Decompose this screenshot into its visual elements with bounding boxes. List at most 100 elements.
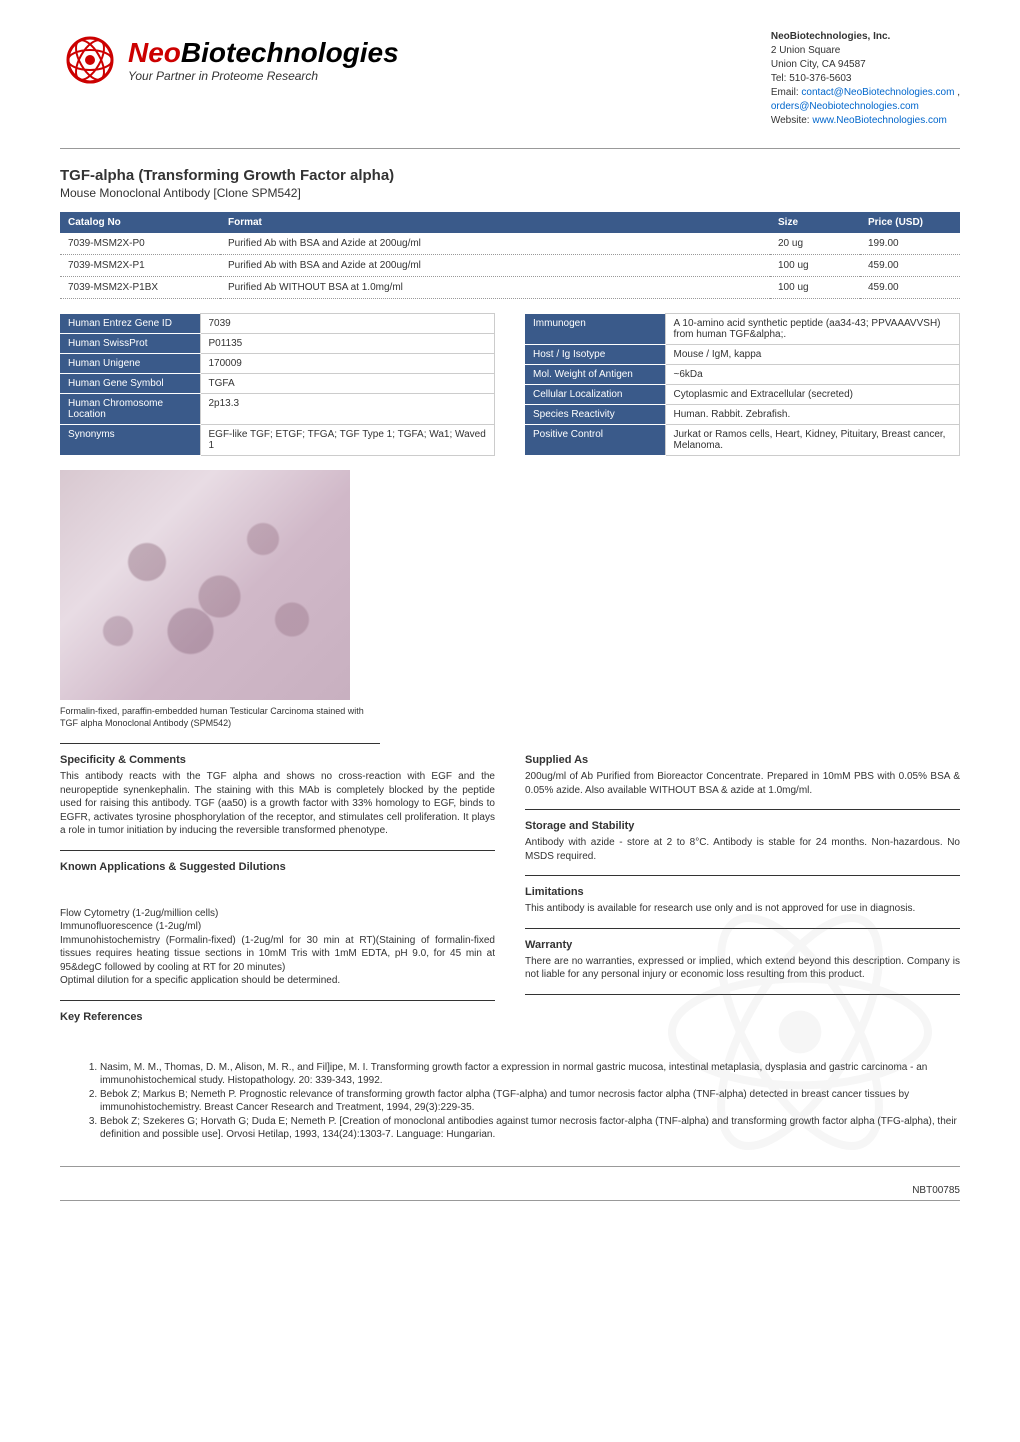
prop-value: 2p13.3 bbox=[200, 394, 495, 425]
divider bbox=[60, 850, 495, 851]
storage-heading: Storage and Stability bbox=[525, 820, 960, 832]
supplied-heading: Supplied As bbox=[525, 754, 960, 766]
table-row: Human Entrez Gene ID7039 bbox=[60, 314, 495, 334]
divider bbox=[525, 928, 960, 929]
table-cell: 100 ug bbox=[770, 277, 860, 299]
application-line: Immunofluorescence (1-2ug/ml) bbox=[60, 920, 495, 934]
prop-value: EGF-like TGF; ETGF; TFGA; TGF Type 1; TG… bbox=[200, 425, 495, 456]
reference-item: Bebok Z; Markus B; Nemeth P. Prognostic … bbox=[100, 1088, 960, 1115]
catalog-header: Catalog No bbox=[60, 212, 220, 233]
table-row: Human SwissProtP01135 bbox=[60, 334, 495, 354]
table-row: Human Chromosome Location2p13.3 bbox=[60, 394, 495, 425]
supplied-text: 200ug/ml of Ab Purified from Bioreactor … bbox=[525, 770, 960, 797]
prop-value: 7039 bbox=[200, 314, 495, 334]
prop-key: Immunogen bbox=[525, 314, 665, 345]
table-row: 7039-MSM2X-P1Purified Ab with BSA and Az… bbox=[60, 255, 960, 277]
table-row: Mol. Weight of Antigen~6kDa bbox=[525, 365, 960, 385]
page-header: NeoBiotechnologies Your Partner in Prote… bbox=[60, 30, 960, 128]
company-tel: Tel: 510-376-5603 bbox=[771, 72, 960, 86]
prop-value: Cytoplasmic and Extracellular (secreted) bbox=[665, 385, 960, 405]
company-info: NeoBiotechnologies, Inc. 2 Union Square … bbox=[771, 30, 960, 128]
logo-bio: Biotechnologies bbox=[181, 37, 399, 68]
right-props-table: ImmunogenA 10-amino acid synthetic pepti… bbox=[525, 313, 960, 456]
prop-key: Human Chromosome Location bbox=[60, 394, 200, 425]
logo-text: NeoBiotechnologies Your Partner in Prote… bbox=[128, 37, 399, 83]
company-addr2: Union City, CA 94587 bbox=[771, 58, 960, 72]
left-props-table: Human Entrez Gene ID7039Human SwissProtP… bbox=[60, 313, 495, 456]
warranty-text: There are no warranties, expressed or im… bbox=[525, 955, 960, 982]
prop-key: Positive Control bbox=[525, 425, 665, 456]
applications-heading: Known Applications & Suggested Dilutions bbox=[60, 861, 495, 873]
body-columns: Specificity & Comments This antibody rea… bbox=[60, 754, 960, 1027]
table-row: 7039-MSM2X-P0Purified Ab with BSA and Az… bbox=[60, 233, 960, 255]
table-row: ImmunogenA 10-amino acid synthetic pepti… bbox=[525, 314, 960, 345]
company-addr1: 2 Union Square bbox=[771, 44, 960, 58]
catalog-header: Price (USD) bbox=[860, 212, 960, 233]
email-link-1[interactable]: contact@NeoBiotechnologies.com bbox=[801, 87, 954, 98]
divider bbox=[60, 148, 960, 149]
table-cell: 20 ug bbox=[770, 233, 860, 255]
table-row: Human Unigene170009 bbox=[60, 354, 495, 374]
footer-code: NBT00785 bbox=[60, 1185, 960, 1196]
references-list: Nasim, M. M., Thomas, D. M., Alison, M. … bbox=[60, 1061, 960, 1142]
prop-key: Human Gene Symbol bbox=[60, 374, 200, 394]
catalog-header: Format bbox=[220, 212, 770, 233]
reference-item: Bebok Z; Szekeres G; Horvath G; Duda E; … bbox=[100, 1115, 960, 1142]
prop-key: Host / Ig Isotype bbox=[525, 345, 665, 365]
application-line: Flow Cytometry (1-2ug/million cells) bbox=[60, 907, 495, 921]
table-cell: 199.00 bbox=[860, 233, 960, 255]
prop-value: TGFA bbox=[200, 374, 495, 394]
product-subtitle: Mouse Monoclonal Antibody [Clone SPM542] bbox=[60, 186, 960, 200]
application-line: Immunohistochemistry (Formalin-fixed) (1… bbox=[60, 934, 495, 975]
table-cell: 7039-MSM2X-P0 bbox=[60, 233, 220, 255]
prop-value: A 10-amino acid synthetic peptide (aa34-… bbox=[665, 314, 960, 345]
logo: NeoBiotechnologies Your Partner in Prote… bbox=[60, 30, 399, 90]
divider bbox=[60, 1000, 495, 1001]
table-cell: 7039-MSM2X-P1 bbox=[60, 255, 220, 277]
prop-key: Mol. Weight of Antigen bbox=[525, 365, 665, 385]
email-link-2[interactable]: orders@Neobiotechnologies.com bbox=[771, 101, 919, 112]
prop-key: Cellular Localization bbox=[525, 385, 665, 405]
prop-value: 170009 bbox=[200, 354, 495, 374]
table-row: Positive ControlJurkat or Ramos cells, H… bbox=[525, 425, 960, 456]
table-row: Cellular LocalizationCytoplasmic and Ext… bbox=[525, 385, 960, 405]
product-title: TGF-alpha (Transforming Growth Factor al… bbox=[60, 167, 960, 184]
prop-value: P01135 bbox=[200, 334, 495, 354]
specificity-text: This antibody reacts with the TGF alpha … bbox=[60, 770, 495, 838]
prop-value: Mouse / IgM, kappa bbox=[665, 345, 960, 365]
table-cell: 100 ug bbox=[770, 255, 860, 277]
table-cell: 459.00 bbox=[860, 255, 960, 277]
divider bbox=[60, 1200, 960, 1201]
table-cell: Purified Ab with BSA and Azide at 200ug/… bbox=[220, 233, 770, 255]
warranty-heading: Warranty bbox=[525, 939, 960, 951]
table-cell: 7039-MSM2X-P1BX bbox=[60, 277, 220, 299]
storage-text: Antibody with azide - store at 2 to 8°C.… bbox=[525, 836, 960, 863]
properties-row: Human Entrez Gene ID7039Human SwissProtP… bbox=[60, 313, 960, 456]
prop-key: Human Entrez Gene ID bbox=[60, 314, 200, 334]
table-row: Species ReactivityHuman. Rabbit. Zebrafi… bbox=[525, 405, 960, 425]
prop-key: Synonyms bbox=[60, 425, 200, 456]
references-heading: Key References bbox=[60, 1011, 495, 1023]
company-name: NeoBiotechnologies, Inc. bbox=[771, 30, 960, 44]
table-cell: 459.00 bbox=[860, 277, 960, 299]
table-row: 7039-MSM2X-P1BXPurified Ab WITHOUT BSA a… bbox=[60, 277, 960, 299]
reference-item: Nasim, M. M., Thomas, D. M., Alison, M. … bbox=[100, 1061, 960, 1088]
prop-key: Human SwissProt bbox=[60, 334, 200, 354]
email-sep: , bbox=[957, 87, 960, 98]
ihc-caption: Formalin-fixed, paraffin-embedded human … bbox=[60, 706, 380, 729]
prop-value: Human. Rabbit. Zebrafish. bbox=[665, 405, 960, 425]
website-label: Website: bbox=[771, 115, 813, 126]
limitations-text: This antibody is available for research … bbox=[525, 902, 960, 916]
divider bbox=[525, 994, 960, 995]
table-row: Human Gene SymbolTGFA bbox=[60, 374, 495, 394]
logo-neo: Neo bbox=[128, 37, 181, 68]
applications-text: Flow Cytometry (1-2ug/million cells)Immu… bbox=[60, 907, 495, 988]
logo-tagline: Your Partner in Proteome Research bbox=[128, 69, 399, 83]
logo-icon bbox=[60, 30, 120, 90]
prop-key: Human Unigene bbox=[60, 354, 200, 374]
divider bbox=[525, 809, 960, 810]
application-line: Optimal dilution for a specific applicat… bbox=[60, 974, 495, 988]
catalog-table: Catalog NoFormatSizePrice (USD) 7039-MSM… bbox=[60, 212, 960, 299]
divider bbox=[60, 743, 380, 744]
website-link[interactable]: www.NeoBiotechnologies.com bbox=[812, 115, 947, 126]
